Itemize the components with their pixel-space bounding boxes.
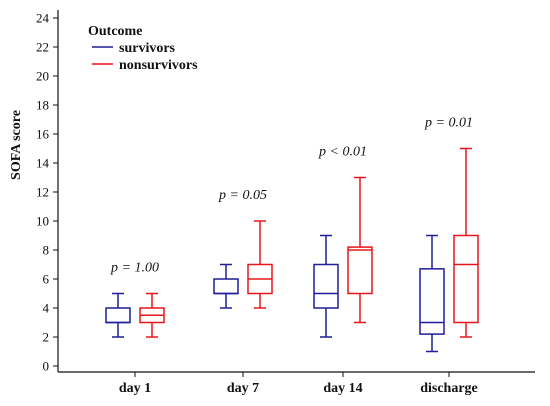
- x-tick-label: day 1: [119, 381, 151, 396]
- box-iqr: [105, 307, 131, 324]
- legend: Outcome survivors nonsurvivors: [88, 24, 198, 73]
- axes: [57, 10, 535, 373]
- y-tick-label: 14: [36, 156, 50, 171]
- y-tick-label: 8: [43, 243, 50, 258]
- x-tick-label: discharge: [420, 381, 478, 396]
- y-axis-label: SOFA score: [9, 110, 24, 180]
- box-plots: [105, 147, 479, 353]
- y-tick-label: 2: [43, 330, 50, 345]
- box-survivors-day-1: [105, 292, 131, 338]
- box-iqr: [313, 263, 339, 309]
- y-tick-label: 16: [36, 127, 50, 142]
- legend-title: Outcome: [88, 24, 142, 39]
- box-survivors-day-7: [213, 263, 239, 309]
- y-tick-label: 4: [43, 301, 50, 316]
- box-survivors-day-14: [313, 234, 339, 338]
- y-tick-label: 10: [36, 214, 49, 229]
- y-tick-label: 6: [43, 272, 50, 287]
- p-value-label: p = 1.00: [110, 261, 159, 276]
- x-tick-label: day 7: [227, 381, 259, 396]
- y-tick-label: 0: [43, 359, 50, 374]
- box-iqr: [213, 278, 239, 295]
- legend-label-survivors: survivors: [119, 41, 176, 56]
- legend-label-nonsurvivors: nonsurvivors: [119, 58, 198, 73]
- box-nonsurvivors-day-7: [247, 220, 273, 309]
- y-tick-label: 24: [36, 11, 50, 26]
- p-value-label: p = 0.05: [218, 188, 267, 203]
- box-nonsurvivors-day-1: [139, 292, 165, 338]
- y-tick-label: 20: [36, 69, 49, 84]
- y-tick-label: 22: [36, 40, 49, 55]
- box-nonsurvivors-discharge: [453, 147, 479, 338]
- y-tick-label: 12: [36, 185, 49, 200]
- x-tick-label: day 14: [323, 381, 362, 396]
- box-nonsurvivors-day-14: [347, 176, 373, 324]
- box-iqr: [453, 234, 479, 324]
- box-iqr: [419, 268, 445, 335]
- p-value-label: p = 0.01: [424, 116, 473, 131]
- p-value-label: p < 0.01: [318, 145, 367, 160]
- box-survivors-discharge: [419, 234, 445, 353]
- p-value-labels: p = 1.00 p = 0.05 p < 0.01 p = 0.01: [110, 116, 473, 276]
- box-iqr: [347, 246, 373, 295]
- y-tick-label: 18: [36, 98, 49, 113]
- x-ticks: day 1 day 7 day 14 discharge: [119, 372, 478, 396]
